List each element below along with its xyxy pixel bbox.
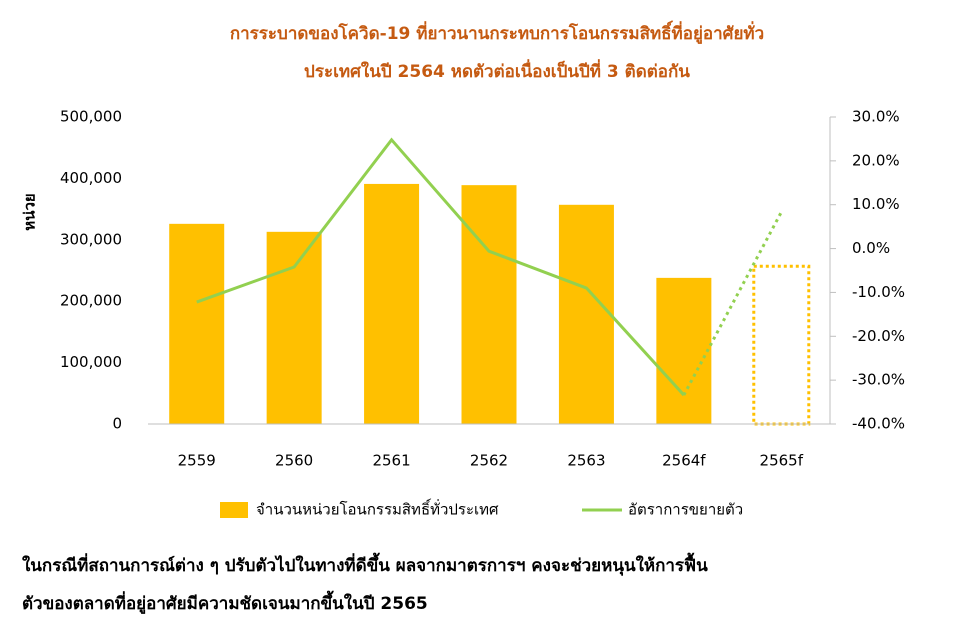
x-tick-label: 2562 bbox=[470, 452, 508, 470]
bar bbox=[558, 204, 614, 424]
chart-title: การระบาดของโควิด-19 ที่ยาวนานกระทบการโอน… bbox=[230, 20, 764, 45]
y2-tick-label: 10.0% bbox=[852, 195, 900, 213]
y-tick-label: 100,000 bbox=[60, 353, 122, 371]
legend-label: อัตราการขยายตัว bbox=[628, 501, 743, 519]
y-tick-label: 400,000 bbox=[60, 169, 122, 187]
x-tick-label: 2565f bbox=[760, 452, 804, 470]
y-tick-label: 500,000 bbox=[60, 108, 122, 126]
x-tick-label: 2563 bbox=[567, 452, 605, 470]
bar bbox=[364, 183, 420, 424]
y2-tick-label: -30.0% bbox=[852, 371, 905, 389]
x-tick-label: 2564f bbox=[662, 452, 706, 470]
y2-tick-label: -20.0% bbox=[852, 327, 905, 345]
footnote: ตัวของตลาดที่อยู่อาศัยมีความชัดเจนมากขึ้… bbox=[22, 590, 428, 615]
bar bbox=[656, 277, 712, 424]
x-tick-label: 2560 bbox=[275, 452, 313, 470]
x-tick-label: 2561 bbox=[372, 452, 410, 470]
y2-tick-label: 30.0% bbox=[852, 108, 900, 126]
chart-title: ประเทศในปี 2564 หดตัวต่อเนื่องเป็นปีที่ … bbox=[304, 59, 690, 82]
legend-swatch bbox=[220, 502, 248, 518]
bar bbox=[461, 185, 517, 424]
y-axis-label: หน่วย bbox=[21, 193, 39, 230]
y-tick-label: 300,000 bbox=[60, 230, 122, 248]
bar bbox=[169, 223, 225, 424]
y2-tick-label: 20.0% bbox=[852, 151, 900, 169]
x-tick-label: 2559 bbox=[178, 452, 216, 470]
bar bbox=[752, 264, 811, 426]
y2-tick-label: 0.0% bbox=[852, 239, 890, 257]
footnote: ในกรณีที่สถานการณ์ต่าง ๆ ปรับตัวไปในทางท… bbox=[22, 552, 708, 576]
y-tick-label: 0 bbox=[112, 415, 122, 433]
y2-tick-label: -40.0% bbox=[852, 415, 905, 433]
y-tick-label: 200,000 bbox=[60, 292, 122, 310]
line-series bbox=[196, 137, 685, 397]
legend-label: จำนวนหน่วยโอนกรรมสิทธิ์ทั่วประเทศ bbox=[256, 499, 499, 519]
y2-tick-label: -10.0% bbox=[852, 283, 905, 301]
bar bbox=[266, 231, 322, 424]
